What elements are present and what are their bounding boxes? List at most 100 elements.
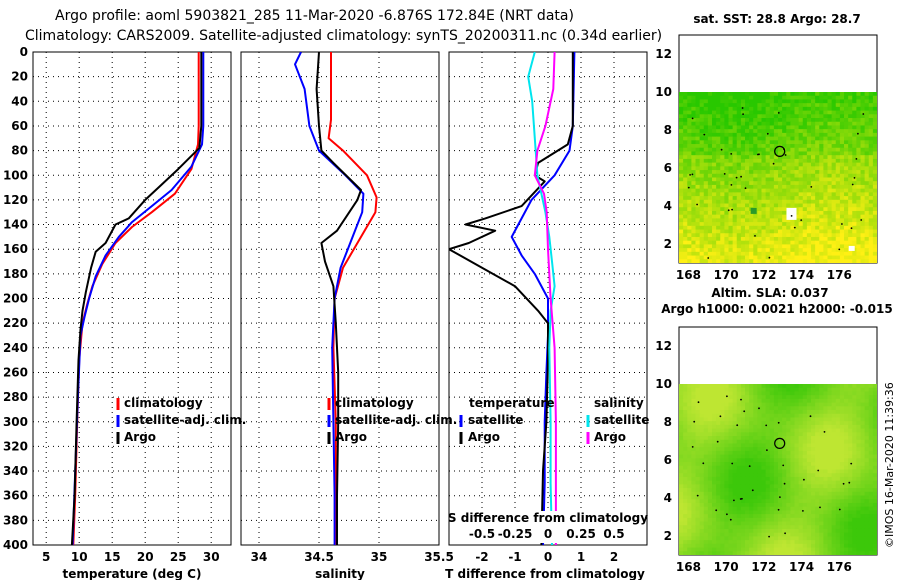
series-argo: [70, 52, 203, 545]
salinity-panel: [240, 51, 440, 546]
map-lat-tick: 12: [655, 339, 672, 353]
depth-tick-label: 20: [11, 70, 28, 84]
depth-tick-label: 380: [3, 513, 28, 527]
difference-xlabel: T difference from climatology: [445, 567, 645, 580]
series-satellite-adj-clim-: [294, 52, 365, 545]
map-lon-tick: 176: [827, 268, 852, 282]
temperature-grid: [33, 52, 231, 545]
legend-salinity-title: salinity: [594, 396, 644, 410]
x-tick-label: 0.25: [566, 527, 596, 541]
x-tick-label: 2: [610, 550, 618, 564]
depth-tick-label: 100: [3, 168, 28, 182]
map-lon-tick: 170: [714, 560, 739, 574]
depth-tick-label: 40: [11, 94, 28, 108]
sla-map-title-line2: Argo h1000: 0.0021 h2000: -0.015: [661, 302, 892, 316]
legend-temperature-title: temperature: [469, 396, 554, 410]
legend-satellite-label: satellite-adj. clim.: [335, 413, 457, 427]
x-tick-label: 34.5: [304, 550, 334, 564]
sst-heatmap: [679, 92, 877, 263]
depth-tick-label: 300: [3, 415, 28, 429]
depth-tick-label: 280: [3, 390, 28, 404]
map-lon-tick: 170: [714, 268, 739, 282]
temperature-legend: climatology satellite-adj. clim. Argo: [116, 396, 246, 444]
map-lon-tick: 168: [676, 268, 701, 282]
legend-climatology-label: climatology: [335, 396, 414, 410]
map-lat-tick: 6: [664, 161, 672, 175]
series-climatology: [327, 52, 378, 545]
x-tick-label: -2: [475, 550, 488, 564]
x-tick-label: -0.5: [469, 527, 495, 541]
depth-tick-label: 0: [20, 45, 28, 59]
argo-position-marker: [774, 437, 786, 449]
legend-sal-argo-label: Argo: [594, 430, 626, 444]
depth-tick-label: 80: [11, 144, 28, 158]
series-argo: [315, 52, 362, 545]
map-lon-tick: 168: [676, 560, 701, 574]
sst-map-title: sat. SST: 28.8 Argo: 28.7: [693, 12, 860, 26]
x-tick-label: 0: [544, 527, 552, 541]
depth-tick-label: 260: [3, 365, 28, 379]
legend-temp-satellite-label: satellite: [468, 413, 523, 427]
map-lat-tick: 2: [664, 237, 672, 251]
map-lat-tick: 4: [664, 491, 672, 505]
map-lat-tick: 8: [664, 415, 672, 429]
map-lon-tick: 174: [789, 560, 814, 574]
legend-sal-satellite-label: satellite: [594, 413, 649, 427]
x-tick-label: 10: [71, 550, 88, 564]
depth-tick-label: 140: [3, 218, 28, 232]
map-lon-tick: 176: [827, 560, 852, 574]
map-lat-tick: 4: [664, 199, 672, 213]
x-tick-label: 35: [371, 550, 388, 564]
depth-tick-label: 180: [3, 267, 28, 281]
figure-title-line1: Argo profile: aoml 5903821_285 11-Mar-20…: [55, 8, 574, 24]
depth-tick-label: 360: [3, 489, 28, 503]
sla-heatmap: [679, 384, 877, 555]
legend-climatology-label: climatology: [124, 396, 203, 410]
map-lon-tick: 172: [751, 560, 776, 574]
depth-tick-label: 220: [3, 316, 28, 330]
legend-argo-label: Argo: [335, 430, 367, 444]
x-tick-label: 0: [544, 550, 552, 564]
depth-tick-label: 340: [3, 464, 28, 478]
x-tick-label: 30: [203, 550, 220, 564]
depth-tick-label: 60: [11, 119, 28, 133]
x-tick-label: 15: [104, 550, 121, 564]
series-salinity-argo: [533, 52, 557, 545]
argo-position-marker: [774, 145, 786, 157]
legend-argo-label: Argo: [124, 430, 156, 444]
x-tick-label: 25: [170, 550, 187, 564]
x-tick-label: -0.25: [498, 527, 533, 541]
x-tick-label: -1: [508, 550, 521, 564]
temperature-xlabel: temperature (deg C): [63, 567, 202, 580]
map-lat-tick: 8: [664, 123, 672, 137]
x-tick-label: 35.5: [424, 550, 454, 564]
salinity-legend: climatology satellite-adj. clim. Argo: [327, 396, 457, 444]
difference-legend: temperature satellite Argo salinity sate…: [459, 396, 649, 444]
legend-temp-argo-label: Argo: [468, 430, 500, 444]
figure-title-line2: Climatology: CARS2009. Satellite-adjuste…: [25, 28, 662, 44]
depth-tick-label: 240: [3, 341, 28, 355]
series-salinity-satellite: [527, 52, 556, 545]
depth-tick-label: 400: [3, 538, 28, 552]
x-tick-label: 1: [577, 550, 585, 564]
watermark: ©IMOS 16-Mar-2020 11:39:36: [883, 382, 896, 548]
x-tick-label: 20: [137, 550, 154, 564]
depth-tick-label: 120: [3, 193, 28, 207]
x-tick-label: 5: [42, 550, 50, 564]
x-tick-label: 0.5: [603, 527, 624, 541]
depth-tick-label: 160: [3, 242, 28, 256]
sla-map-title-line1: Altim. SLA: 0.037: [711, 286, 828, 300]
depth-tick-label: 200: [3, 292, 28, 306]
map-lat-tick: 10: [655, 377, 672, 391]
legend-satellite-label: satellite-adj. clim.: [124, 413, 246, 427]
depth-tick-label: 320: [3, 439, 28, 453]
x-tick-label: 34: [251, 550, 268, 564]
map-lat-tick: 12: [655, 47, 672, 61]
salinity-grid: [241, 52, 439, 545]
s-difference-label: S difference from climatology: [448, 511, 648, 525]
series-temperature-satellite: [510, 52, 576, 545]
salinity-xlabel: salinity: [315, 567, 365, 580]
map-lat-tick: 10: [655, 85, 672, 99]
map-lat-tick: 6: [664, 453, 672, 467]
